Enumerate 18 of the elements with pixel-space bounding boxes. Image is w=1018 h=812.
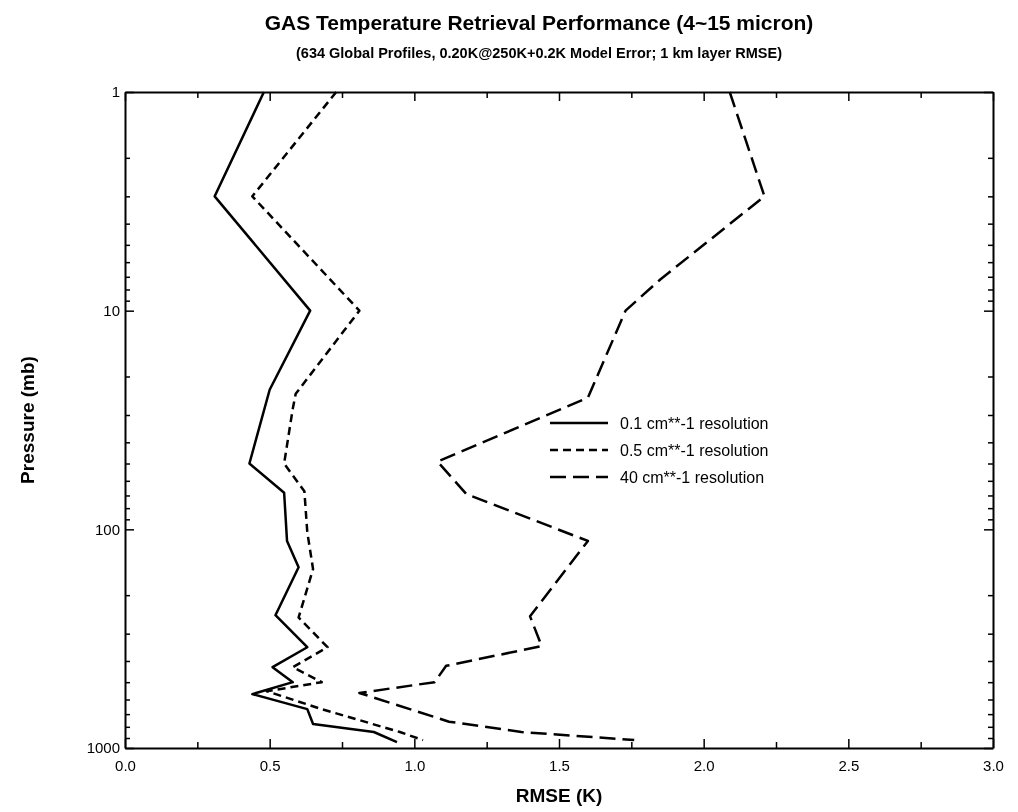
y-tick-label: 10 [103, 301, 120, 319]
y-axis-title: Pressure (mb) [17, 356, 38, 484]
x-tick-label: 3.0 [983, 756, 1004, 774]
legend-label: 40 cm**-1 resolution [620, 468, 765, 486]
legend-label: 0.5 cm**-1 resolution [620, 441, 769, 459]
x-tick-label: 1.5 [549, 756, 570, 774]
legend-label: 0.1 cm**-1 resolution [620, 414, 769, 432]
y-tick-label: 1000 [86, 739, 120, 757]
x-axis-title: RMSE (K) [515, 785, 603, 806]
x-tick-label: 0.0 [115, 756, 136, 774]
y-tick-label: 1 [111, 83, 120, 101]
x-tick-label: 1.0 [404, 756, 426, 774]
x-tick-label: 2.0 [693, 756, 715, 774]
x-tick-label: 0.5 [259, 756, 281, 774]
y-tick-label: 100 [94, 520, 120, 538]
chart-title: GAS Temperature Retrieval Performance (4~15 micron) [264, 11, 814, 34]
x-tick-label: 2.5 [838, 756, 860, 774]
chart-subtitle: (634 Global Profiles, 0.20K@250K+0.2K Model Error; 1 km layer RMSE) [296, 45, 783, 61]
